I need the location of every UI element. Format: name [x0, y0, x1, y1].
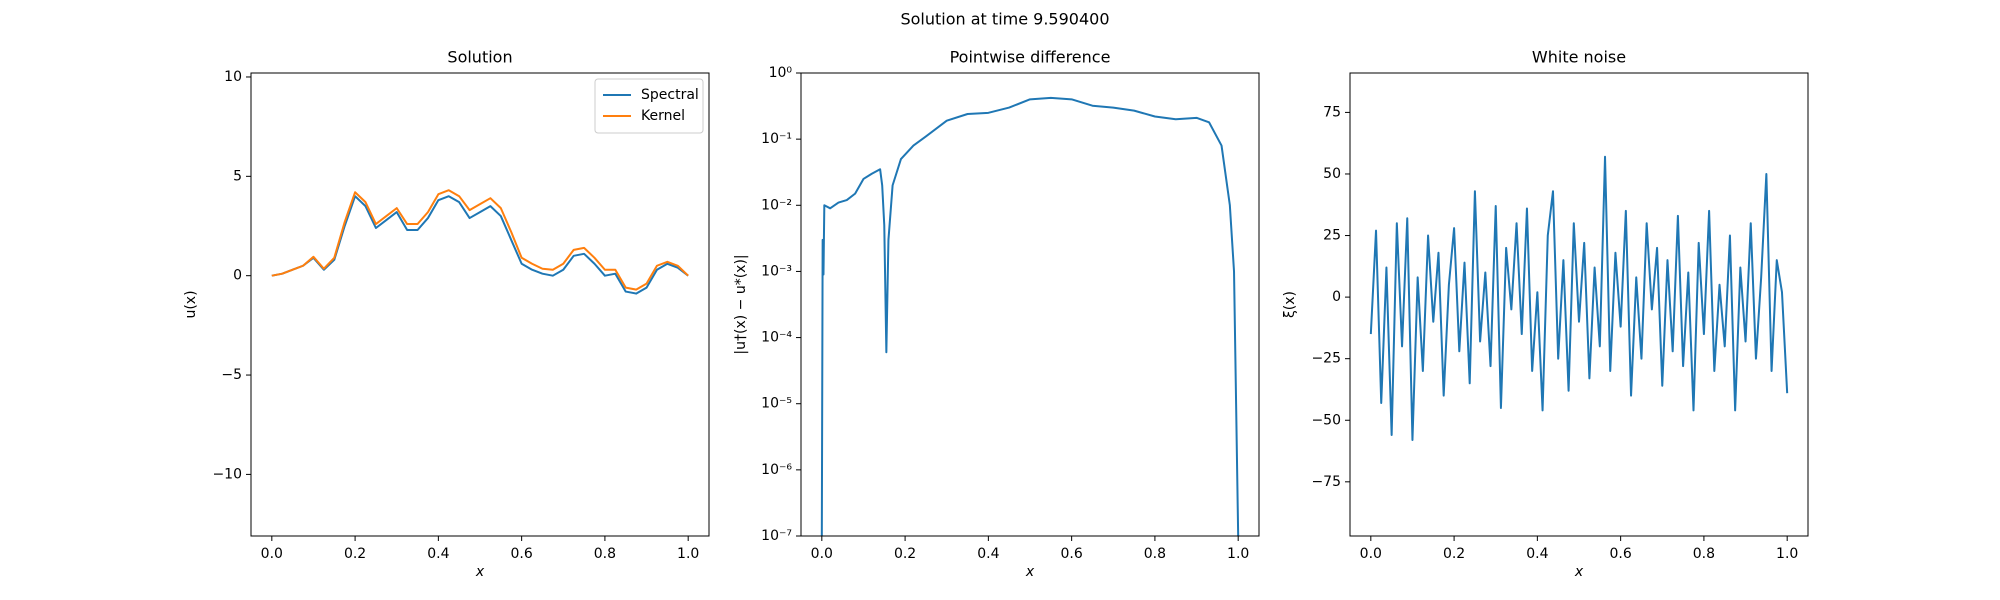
plot-area — [820, 96, 1240, 536]
x-tick-label: 0.8 — [594, 546, 616, 562]
y-tick-label: −10 — [212, 466, 242, 482]
axes-title: White noise — [1532, 48, 1626, 67]
x-tick-label: 0.2 — [1443, 546, 1465, 562]
y-tick-label: 10⁻³ — [761, 263, 792, 279]
y-axis-label: |u†(x) − u*(x)| — [733, 254, 749, 354]
x-tick-label: 0.8 — [1693, 546, 1715, 562]
y-tick-label: −50 — [1311, 412, 1341, 428]
figure-title: Solution at time 9.590400 — [900, 10, 1109, 29]
legend-label: Spectral — [641, 87, 699, 103]
x-tick-label: 1.0 — [677, 546, 699, 562]
y-tick-label: 10⁻² — [761, 197, 792, 213]
axes-title: Solution — [447, 48, 512, 67]
plot-area — [1369, 155, 1789, 441]
y-tick-label: 10⁻⁶ — [761, 462, 792, 478]
axes-frame — [1349, 72, 1809, 537]
x-axis-label: x — [475, 564, 485, 580]
x-tick-label: 0.2 — [894, 546, 916, 562]
y-tick-label: 75 — [1323, 104, 1341, 120]
x-tick-label: 0.6 — [511, 546, 533, 562]
data-line — [271, 189, 689, 291]
x-tick-label: 0.0 — [811, 546, 833, 562]
axes-title: Pointwise difference — [950, 48, 1111, 67]
x-tick-label: 0.8 — [1144, 546, 1166, 562]
y-tick-label: 25 — [1323, 228, 1341, 244]
y-tick-label: 10⁻⁵ — [761, 396, 792, 412]
y-tick-label: −25 — [1311, 351, 1341, 367]
x-tick-label: 0.4 — [1526, 546, 1548, 562]
y-tick-label: −5 — [221, 367, 242, 383]
x-tick-label: 0.0 — [261, 546, 283, 562]
y-tick-label: 5 — [233, 168, 242, 184]
y-tick-label: 0 — [1332, 289, 1341, 305]
data-line — [1369, 155, 1789, 441]
x-axis-label: x — [1025, 564, 1035, 580]
data-line — [820, 96, 1240, 536]
y-tick-label: 10⁻⁷ — [761, 528, 792, 544]
y-axis-label: ξ(x) — [1282, 291, 1298, 318]
axes-frame — [250, 72, 710, 537]
x-tick-label: 0.4 — [977, 546, 999, 562]
y-tick-label: −75 — [1311, 474, 1341, 490]
x-tick-label: 1.0 — [1227, 546, 1249, 562]
y-tick-label: 0 — [233, 268, 242, 284]
legend-box — [594, 78, 704, 134]
y-axis-label: u(x) — [183, 290, 199, 318]
y-tick-label: 10⁻¹ — [761, 131, 792, 147]
plot-area — [271, 189, 689, 295]
x-tick-label: 0.2 — [344, 546, 366, 562]
x-tick-label: 1.0 — [1776, 546, 1798, 562]
x-tick-label: 0.6 — [1610, 546, 1632, 562]
legend-label: Kernel — [641, 108, 685, 124]
x-tick-label: 0.6 — [1061, 546, 1083, 562]
x-tick-label: 0.0 — [1360, 546, 1382, 562]
y-tick-label: 10⁻⁴ — [761, 330, 792, 346]
x-axis-label: x — [1574, 564, 1584, 580]
y-tick-label: 10 — [224, 69, 242, 85]
axes-frame — [800, 72, 1260, 537]
y-tick-label: 10⁰ — [769, 65, 793, 81]
y-tick-label: 50 — [1323, 166, 1341, 182]
x-tick-label: 0.4 — [427, 546, 449, 562]
